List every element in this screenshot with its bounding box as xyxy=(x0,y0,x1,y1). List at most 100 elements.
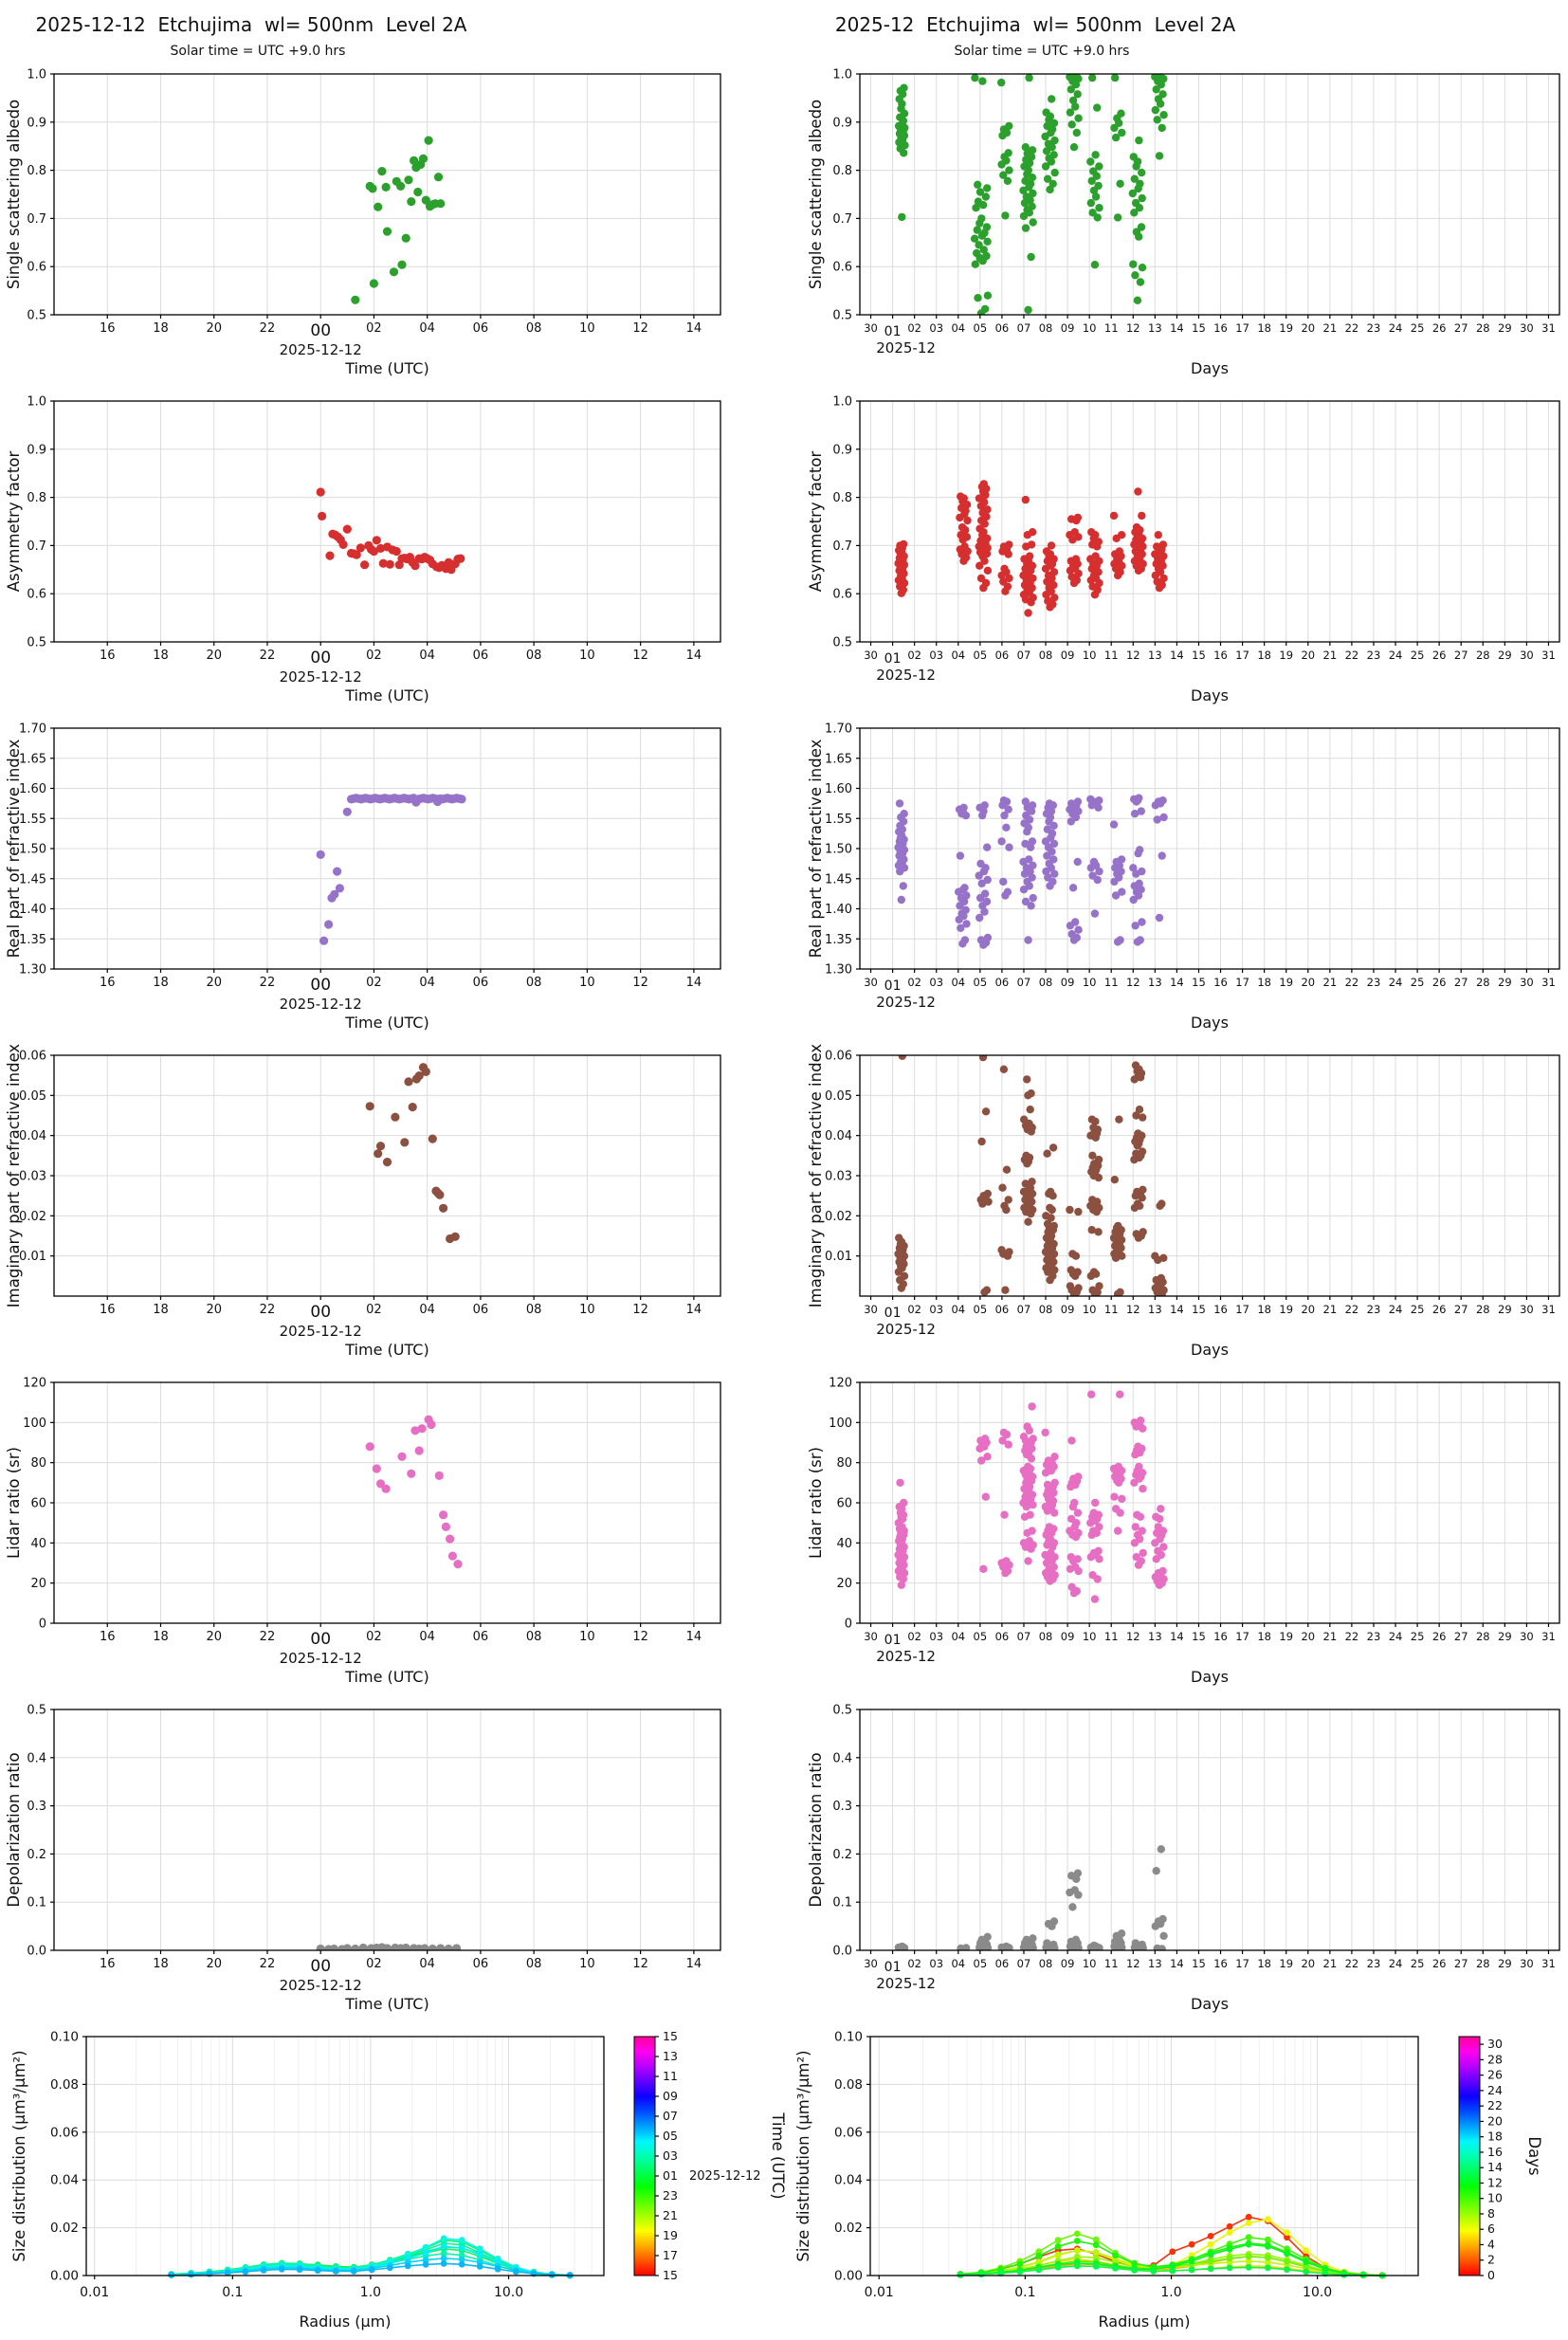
svg-text:25: 25 xyxy=(1411,649,1425,662)
svg-text:26: 26 xyxy=(1432,1630,1447,1643)
scatter-points-imaginary-refractive-index xyxy=(365,1063,460,1244)
svg-text:40: 40 xyxy=(836,1537,852,1551)
svg-text:15: 15 xyxy=(1192,976,1206,989)
svg-text:13: 13 xyxy=(1148,1957,1162,1970)
svg-text:Size distribution (μm³/μm²): Size distribution (μm³/μm²) xyxy=(794,2050,812,2261)
svg-text:0.03: 0.03 xyxy=(825,1170,852,1184)
svg-text:06: 06 xyxy=(995,1630,1010,1643)
svg-text:0.3: 0.3 xyxy=(27,1800,46,1814)
svg-text:08: 08 xyxy=(526,1303,542,1317)
svg-text:06: 06 xyxy=(473,1303,489,1317)
svg-text:0.1: 0.1 xyxy=(222,2285,243,2300)
svg-text:1.65: 1.65 xyxy=(825,752,852,766)
svg-text:13: 13 xyxy=(1148,1630,1162,1643)
svg-text:18: 18 xyxy=(1257,1303,1271,1316)
svg-text:Asymmetry factor: Asymmetry factor xyxy=(807,451,825,593)
svg-text:Lidar ratio (sr): Lidar ratio (sr) xyxy=(807,1447,825,1559)
svg-text:16: 16 xyxy=(1487,2145,1503,2159)
svg-text:00: 00 xyxy=(310,649,331,667)
svg-text:Size distribution (μm³/μm²): Size distribution (μm³/μm²) xyxy=(10,2050,28,2261)
svg-text:20: 20 xyxy=(206,1303,222,1317)
svg-text:30: 30 xyxy=(1520,976,1534,989)
svg-text:1.35: 1.35 xyxy=(825,933,852,947)
svg-text:16: 16 xyxy=(100,1630,116,1644)
svg-text:30: 30 xyxy=(1487,2037,1503,2051)
svg-text:22: 22 xyxy=(1345,976,1359,989)
svg-text:04: 04 xyxy=(419,1303,435,1317)
svg-text:1.55: 1.55 xyxy=(825,813,852,827)
svg-text:0.7: 0.7 xyxy=(832,539,852,554)
svg-text:2025-12: 2025-12 xyxy=(876,667,936,684)
right-figure-title: 2025-12 Etchujima wl= 500nm Level 2A xyxy=(834,13,1236,36)
svg-text:30: 30 xyxy=(864,321,878,335)
svg-text:30: 30 xyxy=(864,1957,878,1970)
svg-text:0.02: 0.02 xyxy=(834,2221,863,2236)
svg-text:27: 27 xyxy=(1454,1957,1468,1970)
svg-text:05: 05 xyxy=(974,321,988,335)
svg-text:10: 10 xyxy=(1083,321,1097,335)
svg-text:20: 20 xyxy=(206,976,222,990)
svg-text:2: 2 xyxy=(1487,2253,1495,2267)
svg-text:19: 19 xyxy=(1279,1303,1293,1316)
svg-text:30: 30 xyxy=(1520,321,1534,335)
svg-text:0.1: 0.1 xyxy=(832,1896,852,1910)
svg-text:60: 60 xyxy=(30,1497,46,1511)
svg-text:22: 22 xyxy=(260,976,276,990)
svg-text:17: 17 xyxy=(1235,649,1249,662)
svg-text:30: 30 xyxy=(864,976,878,989)
svg-text:0.7: 0.7 xyxy=(27,212,46,227)
svg-text:15: 15 xyxy=(1192,1957,1206,1970)
svg-text:0.5: 0.5 xyxy=(832,1704,852,1718)
svg-text:31: 31 xyxy=(1541,1630,1556,1643)
svg-text:27: 27 xyxy=(1454,1303,1468,1316)
svg-text:2025-12: 2025-12 xyxy=(876,1648,936,1665)
svg-text:17: 17 xyxy=(663,2248,678,2262)
svg-text:12: 12 xyxy=(632,1630,648,1644)
svg-text:14: 14 xyxy=(686,321,702,336)
svg-text:00: 00 xyxy=(310,976,331,995)
scatter-points-real-refractive-index xyxy=(316,794,466,945)
svg-text:0.8: 0.8 xyxy=(832,164,852,178)
svg-text:1.0: 1.0 xyxy=(1160,2285,1181,2300)
svg-text:18: 18 xyxy=(153,1303,169,1317)
svg-text:Days: Days xyxy=(1191,359,1229,377)
svg-text:0.00: 0.00 xyxy=(50,2269,79,2284)
svg-text:80: 80 xyxy=(836,1456,852,1471)
svg-text:120: 120 xyxy=(829,1377,852,1391)
svg-text:0.04: 0.04 xyxy=(50,2173,79,2188)
svg-text:18: 18 xyxy=(153,649,169,663)
svg-text:02: 02 xyxy=(907,1630,921,1643)
svg-text:08: 08 xyxy=(526,976,542,990)
svg-text:00: 00 xyxy=(310,321,331,340)
svg-text:0.1: 0.1 xyxy=(27,1896,46,1910)
svg-text:40: 40 xyxy=(30,1537,46,1551)
svg-text:12: 12 xyxy=(632,321,648,336)
svg-text:25: 25 xyxy=(1411,1957,1425,1970)
svg-text:29: 29 xyxy=(1498,976,1512,989)
scatter-points-depolarization-ratio xyxy=(894,1845,1168,1950)
svg-text:30: 30 xyxy=(1520,1303,1534,1316)
svg-text:1.0: 1.0 xyxy=(832,68,852,82)
svg-text:28: 28 xyxy=(1476,976,1490,989)
svg-text:0.7: 0.7 xyxy=(27,539,46,554)
svg-text:09: 09 xyxy=(1061,1303,1075,1316)
svg-text:12: 12 xyxy=(1126,1303,1140,1316)
svg-text:12: 12 xyxy=(1126,976,1140,989)
svg-text:16: 16 xyxy=(100,321,116,336)
svg-text:0.5: 0.5 xyxy=(27,309,46,323)
svg-text:29: 29 xyxy=(1498,1957,1512,1970)
svg-text:Real part of refractive index: Real part of refractive index xyxy=(5,739,23,958)
svg-text:08: 08 xyxy=(1039,1303,1053,1316)
scatter-points-imaginary-refractive-index xyxy=(894,1055,1168,1296)
svg-text:19: 19 xyxy=(1279,1630,1293,1643)
svg-text:0.04: 0.04 xyxy=(825,1129,852,1143)
svg-text:0.9: 0.9 xyxy=(832,443,852,457)
svg-text:10: 10 xyxy=(579,649,595,663)
svg-text:27: 27 xyxy=(1454,649,1468,662)
svg-text:0: 0 xyxy=(39,1618,46,1632)
svg-text:06: 06 xyxy=(473,976,489,990)
